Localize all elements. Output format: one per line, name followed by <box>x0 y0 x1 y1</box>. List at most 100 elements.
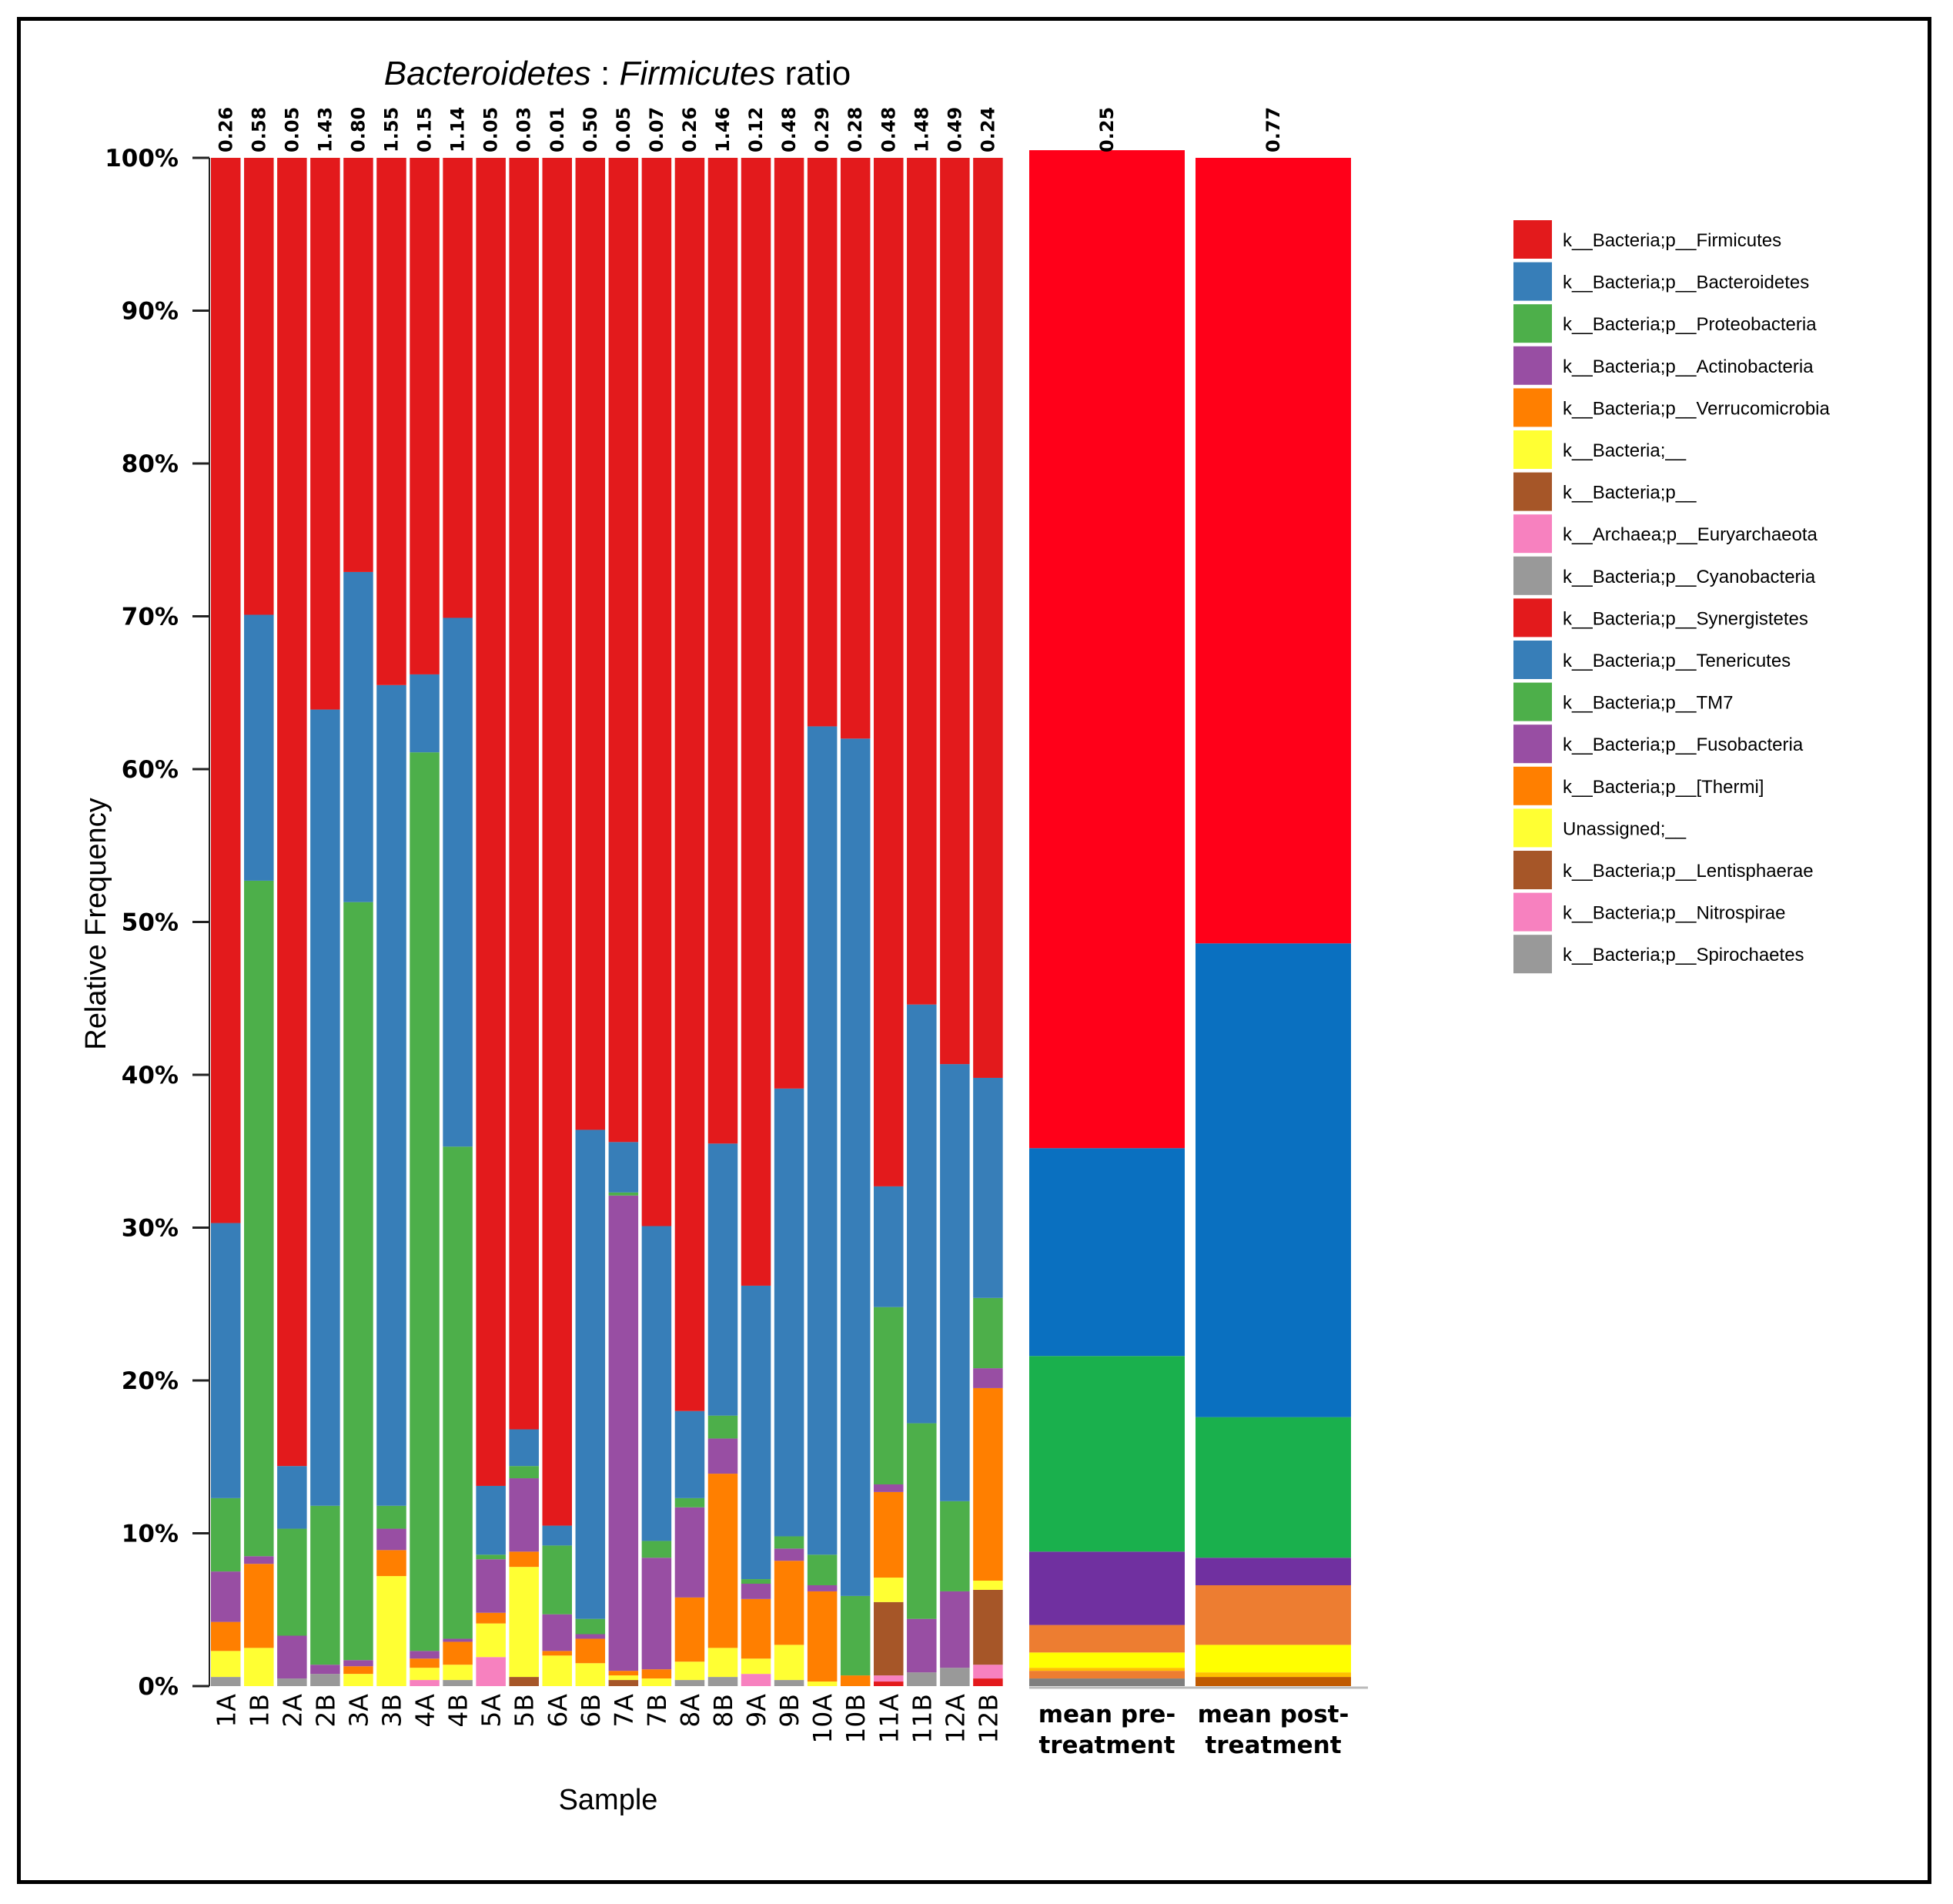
legend-swatch <box>1513 388 1552 427</box>
bar-segment <box>310 1665 340 1675</box>
bar-segment <box>211 1651 241 1678</box>
bar-segment <box>376 1528 406 1551</box>
bar-segment <box>1029 1356 1185 1552</box>
ratio-label: 1.46 <box>712 107 734 152</box>
legend-swatch <box>1513 808 1552 848</box>
bar-segment <box>509 158 539 1430</box>
bar-segment <box>410 752 440 1651</box>
x-tick-label: 10B <box>841 1694 871 1744</box>
legend-item: k__Bacteria;p__Tenericutes <box>1513 641 1791 679</box>
bar-segment <box>973 1581 1003 1590</box>
x-tick-label: 3A <box>343 1694 373 1728</box>
bar-segment <box>211 1571 241 1622</box>
y-tick-label: 60% <box>122 756 179 784</box>
sample-bar-5B: 0.03 5B <box>509 107 540 1728</box>
y-tick-label: 80% <box>122 450 179 478</box>
ratio-label: 0.01 <box>547 107 568 152</box>
x-tick-label: 9A <box>741 1694 771 1728</box>
legend-swatch <box>1513 472 1552 511</box>
bar-segment <box>1029 1671 1185 1679</box>
x-tick-label: 7B <box>642 1694 672 1728</box>
sample-bars: 0.261A0.581B0.052A1.432B0.803A1.553B0.15… <box>211 107 1003 1744</box>
bar-segment <box>1196 1645 1351 1673</box>
x-tick-label: 6B <box>576 1694 606 1728</box>
bar-segment <box>410 674 440 753</box>
bar-segment <box>476 1485 506 1555</box>
bar-segment <box>211 1621 241 1651</box>
bar-segment <box>874 1186 904 1307</box>
x-tick-label: 12B <box>973 1694 1003 1744</box>
legend: k__Bacteria;p__Firmicutes k__Bacteria;p__… <box>1513 220 1831 974</box>
bar-segment <box>774 1561 804 1645</box>
bar-segment <box>376 1576 406 1686</box>
bar-segment <box>310 158 340 710</box>
ratio-label: 0.12 <box>745 107 767 152</box>
mean-bar-pre: 0.25 mean pre-treatment <box>1029 107 1185 1759</box>
bar-segment <box>1196 943 1351 1417</box>
bar-segment <box>874 1307 904 1484</box>
bar-segment <box>641 1558 672 1670</box>
bar-segment <box>542 1545 572 1615</box>
legend-item: k__Bacteria;p__Verrucomicrobia <box>1513 388 1831 427</box>
bar-segment <box>774 1680 804 1686</box>
bar-segment <box>509 1551 539 1568</box>
bar-segment <box>1029 1551 1185 1625</box>
sample-bar-5A: 0.05 5A <box>476 107 507 1728</box>
x-tick-label: 1B <box>244 1694 274 1728</box>
x-tick-label: 9B <box>774 1694 804 1728</box>
legend-label: k__Bacteria;p__[Thermi] <box>1563 777 1764 798</box>
legend-swatch <box>1513 724 1552 764</box>
legend-label: k__Bacteria;p__Firmicutes <box>1563 230 1781 251</box>
legend-swatch <box>1513 220 1552 259</box>
legend-swatch <box>1513 514 1552 554</box>
bar-segment <box>211 158 241 1223</box>
ratio-label: 0.49 <box>944 107 965 152</box>
bar-segment <box>741 1584 771 1599</box>
bar-segment <box>410 158 440 674</box>
bar-segment <box>874 1675 904 1682</box>
x-tick-label: 2A <box>277 1694 307 1728</box>
ratio-label: 1.14 <box>447 107 469 152</box>
bar-segment <box>707 1415 738 1439</box>
ratio-label: 0.28 <box>844 107 866 152</box>
bar-segment <box>774 1536 804 1549</box>
legend-label: k__Bacteria;p__Cyanobacteria <box>1563 567 1816 587</box>
legend-swatch <box>1513 851 1552 889</box>
bar-segment <box>542 158 572 1526</box>
bar-segment <box>443 1665 473 1681</box>
bar-segment <box>907 158 937 1005</box>
legend-swatch <box>1513 641 1552 679</box>
bar-segment <box>674 1597 705 1662</box>
bar-segment <box>476 158 506 1486</box>
sample-bar-1B: 0.58 1B <box>244 107 274 1728</box>
bar-segment <box>310 709 340 1506</box>
sample-bar-6A: 0.01 6A <box>542 107 573 1728</box>
bar-segment <box>1196 158 1351 944</box>
legend-label: k__Bacteria;p__TM7 <box>1563 693 1733 714</box>
legend-swatch <box>1513 346 1552 385</box>
bar-segment <box>940 1064 970 1501</box>
bar-segment <box>343 1674 373 1686</box>
bar-segment <box>940 1668 970 1686</box>
y-tick-label: 50% <box>122 909 179 937</box>
bar-segment <box>741 1285 771 1580</box>
y-tick-label: 40% <box>122 1062 179 1089</box>
bar-segment <box>443 617 473 1147</box>
bar-segment <box>840 738 871 1596</box>
legend-label: k__Bacteria;p__Lentisphaerae <box>1563 861 1814 882</box>
legend-label: k__Bacteria;p__ <box>1563 483 1697 504</box>
x-tick-label: 3B <box>377 1694 407 1728</box>
legend-swatch <box>1513 430 1552 469</box>
bar-segment <box>674 1661 705 1681</box>
bar-segment <box>1029 1148 1185 1357</box>
x-tick-label: 1A <box>211 1694 241 1728</box>
bar-segment <box>476 1559 506 1613</box>
ratio-label: 0.26 <box>215 107 236 152</box>
bar-segment <box>376 158 406 685</box>
bar-segment <box>608 1142 639 1193</box>
bar-segment <box>973 158 1003 1078</box>
mean-label-line2: treatment <box>1038 1732 1175 1759</box>
bar-segment <box>376 684 406 1506</box>
bar-segment <box>973 1297 1003 1369</box>
sample-bar-9B: 0.48 9B <box>774 107 804 1728</box>
